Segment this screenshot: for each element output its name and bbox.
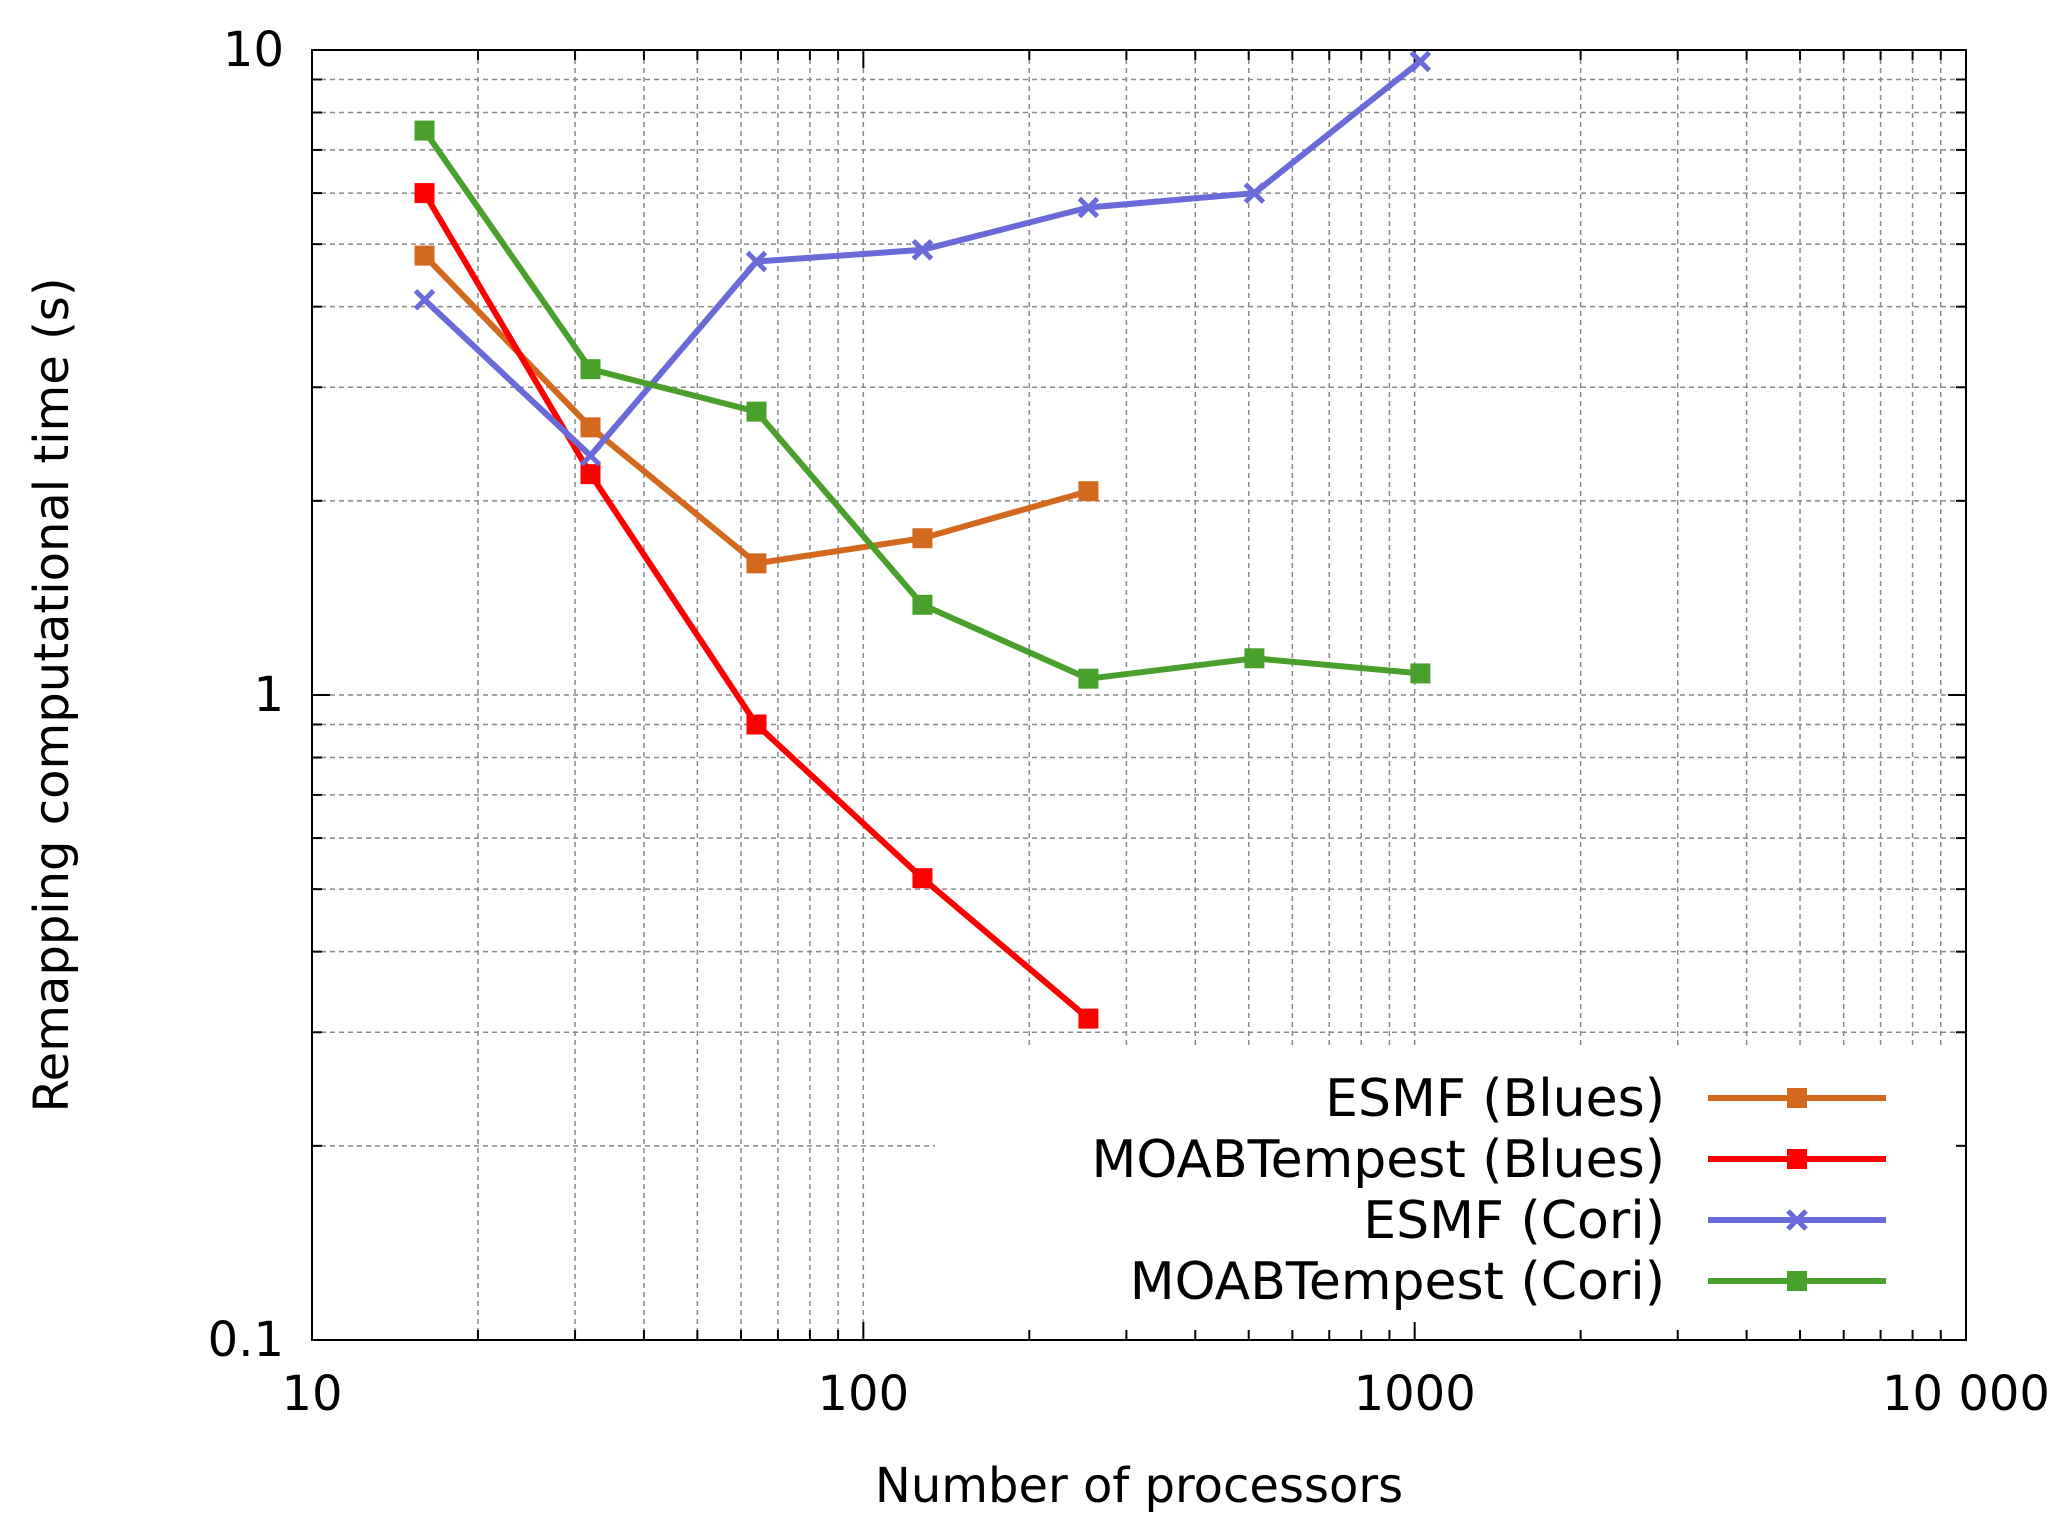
data-point [579, 444, 602, 467]
data-point [1078, 668, 1099, 689]
data-point [580, 417, 601, 438]
series-3 [414, 120, 1431, 689]
data-point [1077, 196, 1100, 219]
data-point [413, 288, 436, 311]
data-point [1078, 1008, 1099, 1029]
legend-item: ESMF (Cori) [1363, 1191, 1886, 1251]
data-point [580, 464, 601, 485]
x-tick-label: 10 [281, 1366, 342, 1422]
data-point [912, 868, 933, 889]
legend: ESMF (Blues)MOABTempest (Blues)ESMF (Cor… [1092, 1069, 1886, 1312]
data-point [414, 245, 435, 266]
data-point [745, 250, 768, 273]
legend-swatch-marker [1787, 1271, 1807, 1291]
data-point [414, 183, 435, 204]
x-tick-label: 10 000 [1882, 1366, 2050, 1422]
legend-label: MOABTempest (Blues) [1092, 1130, 1665, 1190]
data-point [912, 528, 933, 549]
legend-item: MOABTempest (Blues) [1092, 1130, 1886, 1190]
y-tick-label: 0.1 [208, 1312, 284, 1368]
data-point [746, 401, 767, 422]
x-axis-title: Number of processors [875, 1458, 1403, 1514]
y-tick-label: 10 [223, 22, 284, 78]
data-point [580, 359, 601, 380]
series-layer [413, 50, 1432, 1029]
axis-ticks [311, 49, 1967, 1341]
legend-item: MOABTempest (Cori) [1130, 1252, 1886, 1312]
legend-swatch-marker [1786, 1209, 1808, 1231]
series-2 [413, 50, 1432, 467]
data-point [414, 120, 435, 141]
legend-label: ESMF (Blues) [1325, 1069, 1665, 1129]
legend-label: MOABTempest (Cori) [1130, 1252, 1665, 1312]
legend-swatch-marker [1787, 1088, 1807, 1108]
series-1 [414, 183, 1099, 1029]
data-point [1410, 663, 1431, 684]
legend-swatch-marker [1787, 1149, 1807, 1169]
y-axis-title: Remapping computational time (s) [24, 277, 80, 1112]
y-tick-label: 1 [253, 667, 284, 723]
data-point [1243, 182, 1266, 204]
data-point [1078, 481, 1099, 502]
data-point [1409, 50, 1432, 73]
data-point [1244, 648, 1265, 669]
data-point [746, 714, 767, 735]
grid [312, 50, 1966, 1340]
series-0 [414, 245, 1099, 574]
tick-labels: 10 100 1000 10 000 0.1 1 10 [208, 22, 2050, 1422]
legend-item: ESMF (Blues) [1325, 1069, 1886, 1129]
legend-label: ESMF (Cori) [1363, 1191, 1665, 1251]
x-tick-label: 1000 [1354, 1366, 1476, 1422]
x-tick-label: 100 [818, 1366, 910, 1422]
data-point [746, 553, 767, 574]
data-point [912, 594, 933, 615]
data-point [911, 239, 934, 261]
